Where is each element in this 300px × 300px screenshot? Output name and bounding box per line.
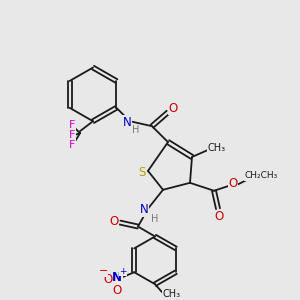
Text: F: F bbox=[69, 140, 75, 150]
Text: O: O bbox=[112, 284, 122, 297]
Text: N: N bbox=[140, 203, 148, 216]
Text: CH₃: CH₃ bbox=[163, 289, 181, 299]
Text: O: O bbox=[168, 102, 178, 115]
Text: H: H bbox=[132, 125, 140, 135]
Text: F: F bbox=[69, 130, 75, 140]
Text: O: O bbox=[103, 273, 113, 286]
Text: +: + bbox=[119, 267, 127, 276]
Text: O: O bbox=[110, 215, 118, 228]
Text: −: − bbox=[98, 266, 108, 276]
Text: N: N bbox=[112, 271, 122, 284]
Text: S: S bbox=[138, 167, 146, 179]
Text: CH₂CH₃: CH₂CH₃ bbox=[244, 171, 278, 180]
Text: CH₃: CH₃ bbox=[208, 143, 226, 153]
Text: N: N bbox=[123, 116, 131, 129]
Text: F: F bbox=[69, 120, 75, 130]
Text: O: O bbox=[228, 177, 238, 190]
Text: H: H bbox=[151, 214, 159, 224]
Text: O: O bbox=[214, 210, 224, 223]
